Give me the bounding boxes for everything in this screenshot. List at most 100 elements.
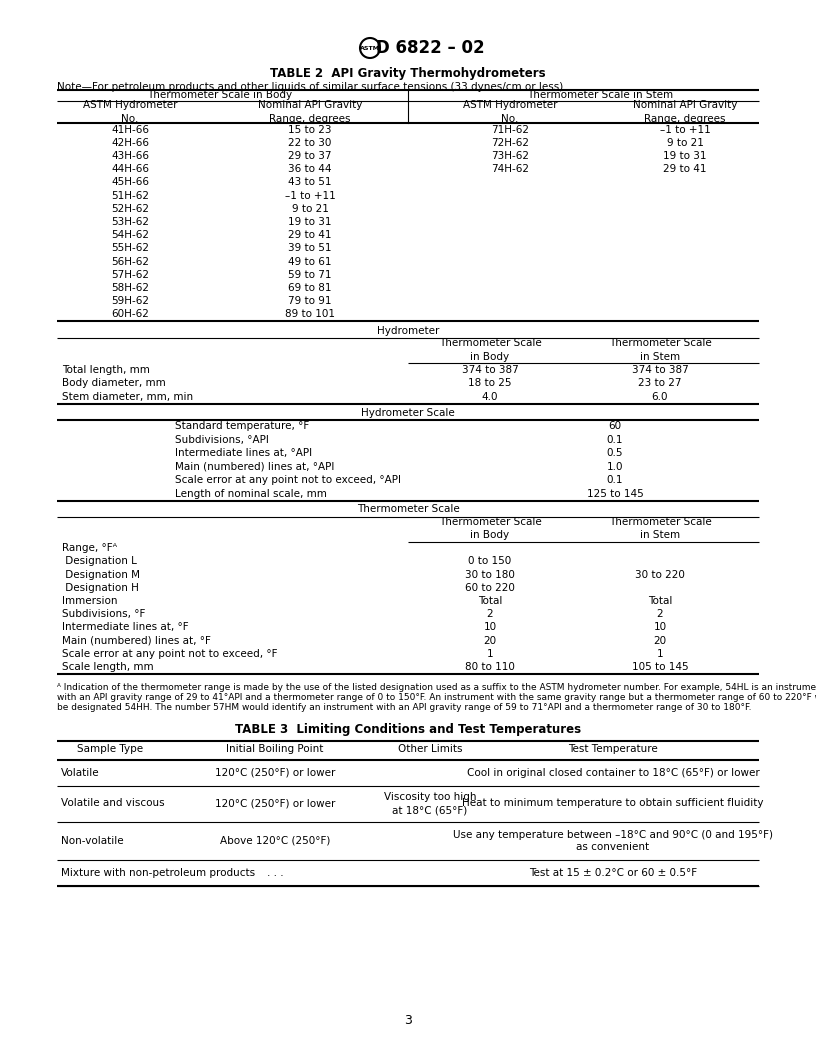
Text: Test at 15 ± 0.2°C or 60 ± 0.5°F: Test at 15 ± 0.2°C or 60 ± 0.5°F [529,867,697,878]
Text: Non-volatile: Non-volatile [61,835,124,846]
Text: 4.0: 4.0 [481,392,499,401]
Text: 9 to 21: 9 to 21 [667,137,703,148]
Text: 29 to 41: 29 to 41 [663,164,707,174]
Text: Intermediate lines at, °F: Intermediate lines at, °F [62,622,188,633]
Text: 41H-66: 41H-66 [111,125,149,134]
Text: Total length, mm: Total length, mm [62,364,150,375]
Text: 15 to 23: 15 to 23 [288,125,332,134]
Text: 0.1: 0.1 [607,475,623,486]
Text: 58H-62: 58H-62 [111,283,149,293]
Text: Note—For petroleum products and other liquids of similar surface tensions (33 dy: Note—For petroleum products and other li… [57,82,566,92]
Text: 49 to 61: 49 to 61 [288,257,332,266]
Text: 20: 20 [483,636,497,645]
Text: 36 to 44: 36 to 44 [288,164,332,174]
Text: 18 to 25: 18 to 25 [468,378,512,389]
Text: ᴬ Indication of the thermometer range is made by the use of the listed designati: ᴬ Indication of the thermometer range is… [57,683,816,693]
Text: 20: 20 [654,636,667,645]
Text: Cool in original closed container to 18°C (65°F) or lower: Cool in original closed container to 18°… [467,768,760,777]
Text: Other Limits: Other Limits [397,744,462,754]
Text: Nominal API Gravity
Range, degrees: Nominal API Gravity Range, degrees [633,100,737,124]
Text: 71H-62: 71H-62 [491,125,529,134]
Text: 60 to 220: 60 to 220 [465,583,515,592]
Text: Subdivisions, °F: Subdivisions, °F [62,609,145,619]
Text: . . .: . . . [267,867,283,878]
Text: 10: 10 [654,622,667,633]
Text: Total: Total [478,596,502,606]
Text: Hydrometer Scale: Hydrometer Scale [361,408,455,417]
Text: Designation L: Designation L [62,557,137,566]
Text: 79 to 91: 79 to 91 [288,296,332,306]
Text: 22 to 30: 22 to 30 [288,137,331,148]
Text: Scale length, mm: Scale length, mm [62,662,153,672]
Text: TABLE 3  Limiting Conditions and Test Temperatures: TABLE 3 Limiting Conditions and Test Tem… [235,723,581,736]
Text: Standard temperature, °F: Standard temperature, °F [175,421,309,431]
Text: 105 to 145: 105 to 145 [632,662,689,672]
Text: Thermometer Scale
in Body: Thermometer Scale in Body [439,516,541,540]
Text: Subdivisions, °API: Subdivisions, °API [175,435,269,445]
Text: Thermometer Scale in Stem: Thermometer Scale in Stem [527,90,673,100]
Text: Volatile and viscous: Volatile and viscous [61,798,165,809]
Text: 60: 60 [609,421,622,431]
Text: Body diameter, mm: Body diameter, mm [62,378,166,389]
Text: 44H-66: 44H-66 [111,164,149,174]
Text: 2: 2 [657,609,663,619]
Text: as convenient: as convenient [576,842,650,851]
Text: 43H-66: 43H-66 [111,151,149,161]
Text: Length of nominal scale, mm: Length of nominal scale, mm [175,489,327,498]
Text: 29 to 37: 29 to 37 [288,151,332,161]
Text: 10: 10 [483,622,497,633]
Text: Thermometer Scale in Body: Thermometer Scale in Body [148,90,293,100]
Text: 23 to 27: 23 to 27 [638,378,681,389]
Text: 0 to 150: 0 to 150 [468,557,512,566]
Text: be designated 54HH. The number 57HM would identify an instrument with an API gra: be designated 54HH. The number 57HM woul… [57,703,752,713]
Text: 59H-62: 59H-62 [111,296,149,306]
Text: ASTM: ASTM [360,45,380,51]
Text: ASTM Hydrometer
No.: ASTM Hydrometer No. [463,100,557,124]
Text: Immersion: Immersion [62,596,118,606]
Text: Total: Total [648,596,672,606]
Text: TABLE 2  API Gravity Thermohydrometers: TABLE 2 API Gravity Thermohydrometers [270,67,546,80]
Text: Sample Type: Sample Type [77,744,143,754]
Text: 51H-62: 51H-62 [111,190,149,201]
Text: Designation M: Designation M [62,569,140,580]
Text: Initial Boiling Point: Initial Boiling Point [226,744,324,754]
Text: 59 to 71: 59 to 71 [288,269,332,280]
Text: 1: 1 [486,648,494,659]
Text: 42H-66: 42H-66 [111,137,149,148]
Text: Heat to minimum temperature to obtain sufficient fluidity: Heat to minimum temperature to obtain su… [462,798,764,809]
Text: 3: 3 [404,1014,412,1026]
Text: 29 to 41: 29 to 41 [288,230,332,240]
Text: 2: 2 [486,609,494,619]
Text: Mixture with non-petroleum products: Mixture with non-petroleum products [61,867,255,878]
Text: ASTM Hydrometer
No.: ASTM Hydrometer No. [82,100,177,124]
Text: Designation H: Designation H [62,583,139,592]
Text: Volatile: Volatile [61,768,100,777]
Text: 120°C (250°F) or lower: 120°C (250°F) or lower [215,798,335,809]
Text: 120°C (250°F) or lower: 120°C (250°F) or lower [215,768,335,777]
Text: 56H-62: 56H-62 [111,257,149,266]
Text: Thermometer Scale: Thermometer Scale [357,505,459,514]
Text: Thermometer Scale
in Body: Thermometer Scale in Body [439,338,541,361]
Text: Above 120°C (250°F): Above 120°C (250°F) [220,835,330,846]
Text: Viscosity too high
at 18°C (65°F): Viscosity too high at 18°C (65°F) [384,792,477,815]
Text: Main (numbered) lines at, °F: Main (numbered) lines at, °F [62,636,211,645]
Text: 53H-62: 53H-62 [111,216,149,227]
Text: 80 to 110: 80 to 110 [465,662,515,672]
Text: 374 to 387: 374 to 387 [632,364,689,375]
Text: Scale error at any point not to exceed, °F: Scale error at any point not to exceed, … [62,648,277,659]
Text: –1 to +11: –1 to +11 [659,125,711,134]
Text: 73H-62: 73H-62 [491,151,529,161]
Text: 52H-62: 52H-62 [111,204,149,213]
Text: 74H-62: 74H-62 [491,164,529,174]
Text: Thermometer Scale
in Stem: Thermometer Scale in Stem [609,338,712,361]
Text: D 6822 – 02: D 6822 – 02 [375,39,485,57]
Text: 45H-66: 45H-66 [111,177,149,187]
Text: 72H-62: 72H-62 [491,137,529,148]
Text: 1: 1 [657,648,663,659]
Text: 30 to 180: 30 to 180 [465,569,515,580]
Text: 54H-62: 54H-62 [111,230,149,240]
Text: 9 to 21: 9 to 21 [291,204,328,213]
Text: 6.0: 6.0 [652,392,668,401]
Text: 43 to 51: 43 to 51 [288,177,332,187]
Text: 39 to 51: 39 to 51 [288,243,332,253]
